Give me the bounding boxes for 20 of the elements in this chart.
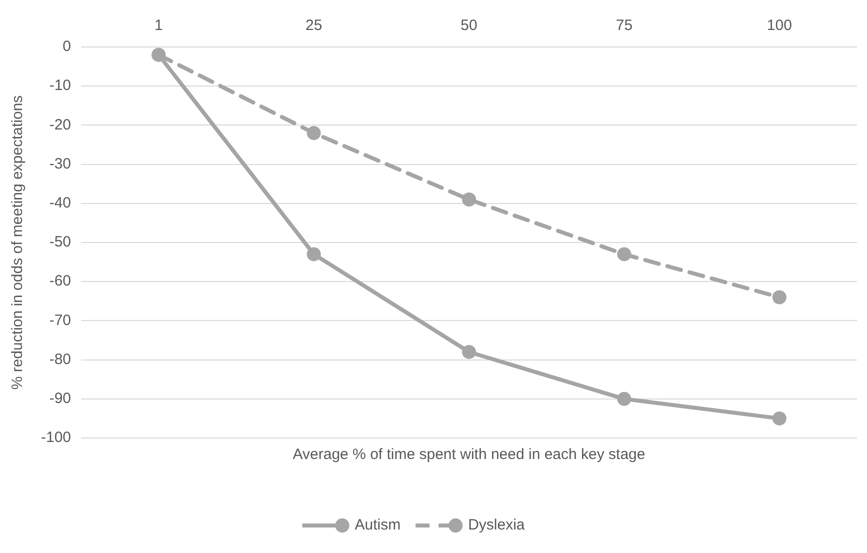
x-tick-label: 1 xyxy=(154,17,163,34)
y-tick-label: -10 xyxy=(49,77,72,94)
y-tick-label: 0 xyxy=(62,38,72,56)
y-tick-label: -20 xyxy=(49,116,72,134)
y-tick-label: -30 xyxy=(49,155,72,172)
y-tick-label: -100 xyxy=(40,429,72,446)
y-tick-label: -70 xyxy=(49,312,72,329)
x-tick-label: 25 xyxy=(305,17,322,34)
x-axis-title: Average % of time spent with need in each key stage xyxy=(292,446,646,464)
x-tick-label: 100 xyxy=(766,17,792,34)
legend-label: Dyslexia xyxy=(468,516,526,534)
y-tick-label: -60 xyxy=(49,272,72,290)
y-tick-label: -80 xyxy=(49,350,72,368)
x-tick-label: 50 xyxy=(460,17,478,34)
y-tick-label: -50 xyxy=(49,234,72,251)
x-tick-label: 75 xyxy=(616,17,633,34)
y-tick-label: -40 xyxy=(49,194,72,212)
y-tick-label: -90 xyxy=(49,390,72,408)
y-axis-title: % reduction in odds of meeting expectations xyxy=(9,95,26,390)
legend-label: Autism xyxy=(354,516,401,534)
